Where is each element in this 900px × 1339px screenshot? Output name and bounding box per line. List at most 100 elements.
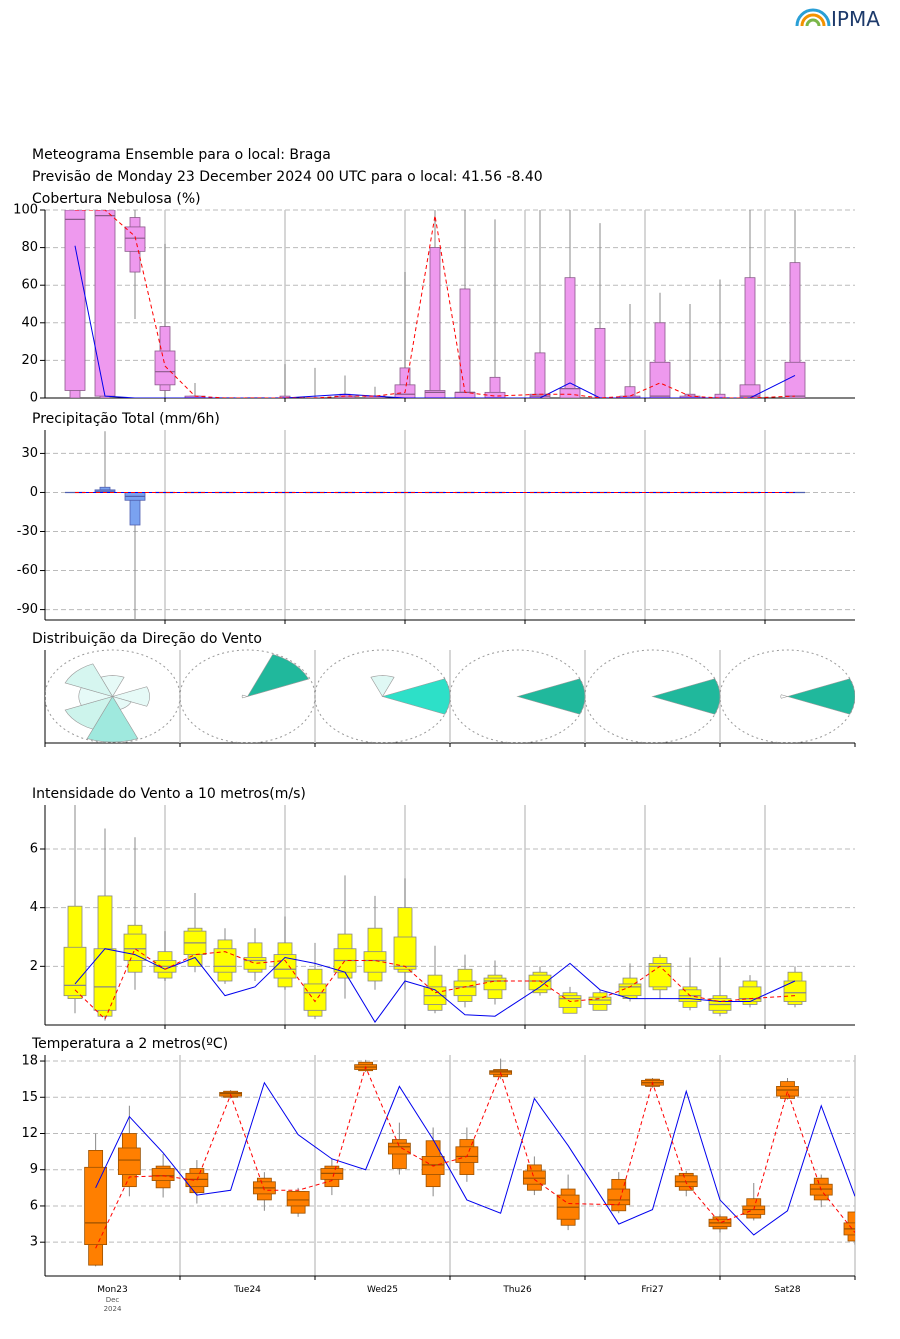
- y-tick-label: 4: [30, 900, 38, 915]
- box-inner: [243, 957, 267, 970]
- rose-wedge: [111, 686, 150, 707]
- header-line: Previsão de Monday 23 December 2024 00 U…: [32, 169, 543, 185]
- box-inner: [64, 210, 86, 391]
- box-inner: [151, 1168, 175, 1181]
- x-tick-label: Mon23: [97, 1285, 127, 1295]
- x-tick-label: Fri27: [641, 1285, 663, 1295]
- box-inner: [286, 1191, 310, 1207]
- box-inner: [387, 1142, 411, 1155]
- box-inner: [273, 954, 297, 979]
- logo-arc: [805, 18, 821, 27]
- y-tick-label: 12: [21, 1126, 38, 1141]
- panel-title: Intensidade do Vento a 10 metros(m/s): [32, 786, 306, 802]
- rose-wedge: [86, 695, 139, 743]
- panel-title: Temperatura a 2 metros(ºC): [31, 1036, 228, 1052]
- plot-area: [65, 431, 805, 620]
- box-inner: [776, 1085, 799, 1097]
- rose-wedge: [111, 696, 132, 710]
- box-inner: [393, 936, 417, 970]
- rose-wedge: [651, 678, 721, 715]
- x-tick-label: Wed25: [367, 1285, 398, 1295]
- logo-text: IPMA: [831, 7, 880, 31]
- y-tick-label: 20: [21, 353, 38, 368]
- mean-line: [95, 1065, 855, 1249]
- panel-title: Distribuição da Direção do Vento: [32, 631, 262, 647]
- box-inner: [455, 1146, 479, 1163]
- y-tick-label: 0: [30, 485, 38, 500]
- x-tick-label: Tue24: [233, 1285, 261, 1295]
- y-tick-label: 15: [21, 1090, 38, 1105]
- box-outer: [534, 352, 546, 398]
- control-line: [95, 1081, 855, 1236]
- box-inner: [124, 226, 146, 252]
- box-inner: [742, 1205, 766, 1215]
- box-outer: [429, 247, 441, 398]
- y-tick-label: 30: [21, 446, 38, 461]
- y-tick-label: 3: [30, 1235, 38, 1250]
- box-inner: [484, 391, 506, 398]
- y-tick-label: 40: [21, 315, 38, 330]
- box-outer: [459, 288, 471, 398]
- box-inner: [648, 963, 672, 988]
- box-inner: [117, 1147, 141, 1175]
- y-tick-label: -60: [17, 563, 38, 578]
- mean-line: [75, 210, 796, 398]
- panel-title: Cobertura Nebulosa (%): [32, 191, 201, 207]
- box-inner: [674, 1175, 698, 1188]
- y-tick-label: -30: [17, 524, 38, 539]
- x-tick-label: Thu26: [502, 1285, 532, 1295]
- box-inner: [618, 983, 642, 997]
- rose-wedge: [64, 663, 114, 697]
- box-inner: [154, 350, 176, 386]
- box-outer: [744, 277, 756, 398]
- rose-wedge: [246, 654, 310, 697]
- rose-wedge: [780, 694, 789, 699]
- box-inner: [528, 974, 552, 991]
- control-line: [74, 948, 796, 1023]
- logo-arc: [795, 8, 831, 27]
- rose-wedge: [78, 687, 114, 706]
- x-tick-label: Sat28: [774, 1285, 800, 1295]
- x-tick-month: Dec: [106, 1296, 120, 1304]
- box-inner: [94, 210, 116, 397]
- box-inner: [453, 980, 477, 997]
- box-outer: [789, 262, 801, 398]
- rose-wedge: [241, 694, 249, 699]
- rose-outline: [719, 649, 855, 743]
- logo: IPMA: [795, 7, 880, 31]
- y-tick-label: 0: [30, 391, 38, 406]
- x-tick-year: 2024: [104, 1305, 122, 1313]
- rose-wedge: [516, 678, 586, 715]
- rose-wedge: [100, 675, 125, 698]
- y-tick-label: 60: [21, 278, 38, 293]
- y-tick-label: 2: [30, 959, 38, 974]
- box-inner: [607, 1188, 631, 1206]
- box-inner: [424, 390, 446, 398]
- y-tick-label: 9: [30, 1162, 38, 1177]
- y-tick-label: 100: [13, 203, 38, 218]
- box-inner: [522, 1170, 546, 1185]
- box-inner: [303, 983, 327, 1011]
- plot-area: [63, 805, 807, 1023]
- box-outer: [399, 367, 411, 398]
- box-outer: [564, 277, 576, 398]
- box-inner: [63, 946, 87, 997]
- box-outer: [594, 328, 606, 398]
- rose-wedge: [786, 678, 855, 715]
- plot-area: [45, 649, 855, 743]
- y-tick-label: -90: [17, 602, 38, 617]
- box-inner: [784, 361, 806, 398]
- plot-area: [64, 210, 806, 398]
- y-tick-label: 6: [30, 842, 38, 857]
- panel-title: Precipitação Total (mm/6h): [32, 411, 220, 427]
- rose-wedge: [370, 675, 395, 698]
- box-inner: [588, 996, 612, 1005]
- box-inner: [123, 933, 147, 961]
- logo-arc: [800, 13, 826, 27]
- box-inner: [649, 361, 671, 398]
- rose-wedge: [381, 678, 451, 715]
- box-outer: [624, 386, 636, 398]
- box-inner: [84, 1166, 108, 1246]
- mean-line: [74, 947, 796, 1021]
